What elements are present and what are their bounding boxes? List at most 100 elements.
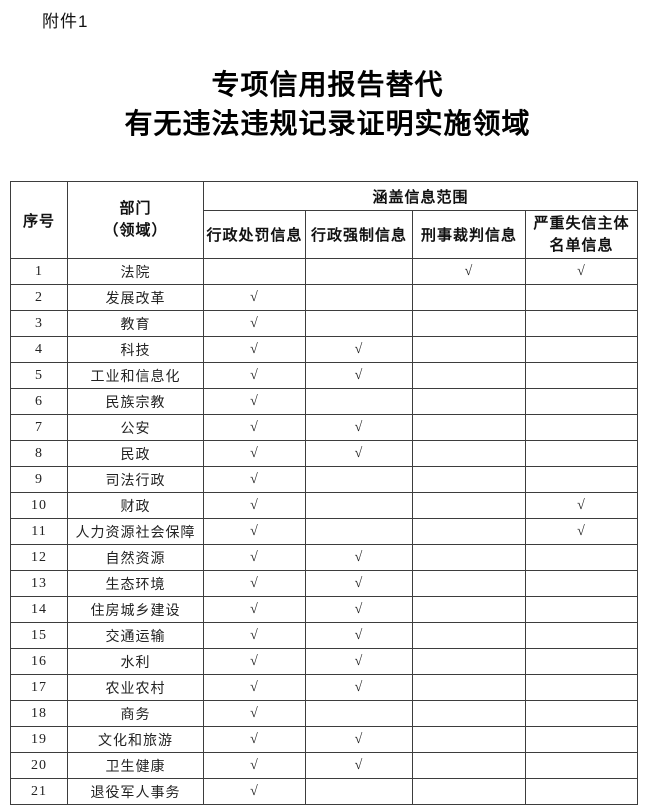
empty-cell bbox=[524, 544, 639, 571]
header-info-scope-group: 涵盖信息范围 bbox=[202, 181, 639, 211]
row-department: 科技 bbox=[67, 336, 204, 363]
row-index: 20 bbox=[10, 752, 68, 779]
empty-cell bbox=[412, 778, 526, 805]
table-row: 7 公安 √ √ bbox=[10, 414, 639, 441]
header-dishonest-subject-list-column: 严重失信主体 名单信息 bbox=[524, 210, 639, 259]
table-row: 5 工业和信息化 √ √ bbox=[10, 362, 639, 389]
empty-cell bbox=[524, 414, 639, 441]
checkmark-cell: √ bbox=[305, 336, 413, 363]
row-index: 4 bbox=[10, 336, 68, 363]
checkmark-cell: √ bbox=[203, 778, 306, 805]
empty-cell bbox=[412, 674, 526, 701]
empty-cell bbox=[412, 544, 526, 571]
checkmark-cell: √ bbox=[305, 674, 413, 701]
table-row: 4 科技 √ √ bbox=[10, 336, 639, 363]
empty-cell bbox=[305, 258, 413, 285]
empty-cell bbox=[412, 362, 526, 389]
empty-cell bbox=[412, 414, 526, 441]
checkmark-cell: √ bbox=[305, 648, 413, 675]
empty-cell bbox=[524, 440, 639, 467]
checkmark-cell: √ bbox=[203, 388, 306, 415]
checkmark-cell: √ bbox=[524, 492, 639, 519]
document-title: 专项信用报告替代 有无违法违规记录证明实施领域 bbox=[0, 66, 655, 144]
row-department: 教育 bbox=[67, 310, 204, 337]
row-index: 15 bbox=[10, 622, 68, 649]
table-row: 18 商务 √ bbox=[10, 700, 639, 727]
checkmark-cell: √ bbox=[305, 414, 413, 441]
empty-cell bbox=[524, 648, 639, 675]
checkmark-cell: √ bbox=[305, 440, 413, 467]
empty-cell bbox=[412, 622, 526, 649]
document-title-line2: 有无违法违规记录证明实施领域 bbox=[124, 109, 531, 140]
empty-cell bbox=[412, 284, 526, 311]
header-admin-enforcement-column: 行政强制信息 bbox=[305, 210, 413, 259]
table-row: 2 发展改革 √ bbox=[10, 284, 639, 311]
table-body: 1 法院 √ √ 2 发展改革 √ 3 教育 √ 4 科技 √ √ 5 工业和信息化 √ √ 6 民族宗教 √ 7 公安 √ √… bbox=[10, 258, 639, 805]
table-row: 21 退役军人事务 √ bbox=[10, 778, 639, 805]
checkmark-cell: √ bbox=[203, 492, 306, 519]
checkmark-cell: √ bbox=[203, 752, 306, 779]
checkmark-cell: √ bbox=[412, 258, 526, 285]
checkmark-cell: √ bbox=[203, 648, 306, 675]
row-index: 10 bbox=[10, 492, 68, 519]
checkmark-cell: √ bbox=[305, 362, 413, 389]
checkmark-cell: √ bbox=[305, 570, 413, 597]
checkmark-cell: √ bbox=[203, 440, 306, 467]
empty-cell bbox=[412, 440, 526, 467]
row-index: 17 bbox=[10, 674, 68, 701]
empty-cell bbox=[524, 622, 639, 649]
empty-cell bbox=[524, 466, 639, 493]
row-index: 9 bbox=[10, 466, 68, 493]
row-department: 卫生健康 bbox=[67, 752, 204, 779]
row-department: 退役军人事务 bbox=[67, 778, 204, 805]
header-department-column: 部门 （领域） bbox=[67, 181, 204, 259]
empty-cell bbox=[412, 648, 526, 675]
header-admin-penalty-column: 行政处罚信息 bbox=[203, 210, 306, 259]
table-row: 17 农业农村 √ √ bbox=[10, 674, 639, 701]
empty-cell bbox=[412, 726, 526, 753]
empty-cell bbox=[412, 466, 526, 493]
row-department: 工业和信息化 bbox=[67, 362, 204, 389]
row-index: 19 bbox=[10, 726, 68, 753]
empty-cell bbox=[305, 466, 413, 493]
empty-cell bbox=[305, 700, 413, 727]
empty-cell bbox=[305, 492, 413, 519]
empty-cell bbox=[524, 362, 639, 389]
row-department: 民政 bbox=[67, 440, 204, 467]
header-index-column: 序号 bbox=[10, 181, 68, 259]
row-index: 18 bbox=[10, 700, 68, 727]
row-department: 商务 bbox=[67, 700, 204, 727]
row-index: 11 bbox=[10, 518, 68, 545]
table-row: 9 司法行政 √ bbox=[10, 466, 639, 493]
row-department: 法院 bbox=[67, 258, 204, 285]
checkmark-cell: √ bbox=[203, 310, 306, 337]
empty-cell bbox=[524, 700, 639, 727]
row-index: 13 bbox=[10, 570, 68, 597]
empty-cell bbox=[305, 310, 413, 337]
row-department: 水利 bbox=[67, 648, 204, 675]
checkmark-cell: √ bbox=[305, 622, 413, 649]
row-index: 7 bbox=[10, 414, 68, 441]
row-index: 14 bbox=[10, 596, 68, 623]
attachment-label: 附件1 bbox=[42, 12, 89, 31]
checkmark-cell: √ bbox=[203, 362, 306, 389]
table-row: 11 人力资源社会保障 √ √ bbox=[10, 518, 639, 545]
table-row: 20 卫生健康 √ √ bbox=[10, 752, 639, 779]
empty-cell bbox=[524, 284, 639, 311]
checkmark-cell: √ bbox=[524, 258, 639, 285]
empty-cell bbox=[524, 778, 639, 805]
table-row: 15 交通运输 √ √ bbox=[10, 622, 639, 649]
empty-cell bbox=[412, 596, 526, 623]
table-row: 8 民政 √ √ bbox=[10, 440, 639, 467]
empty-cell bbox=[524, 336, 639, 363]
checkmark-cell: √ bbox=[305, 544, 413, 571]
row-department: 文化和旅游 bbox=[67, 726, 204, 753]
checkmark-cell: √ bbox=[524, 518, 639, 545]
checkmark-cell: √ bbox=[305, 752, 413, 779]
table-row: 12 自然资源 √ √ bbox=[10, 544, 639, 571]
empty-cell bbox=[524, 310, 639, 337]
empty-cell bbox=[412, 310, 526, 337]
row-department: 住房城乡建设 bbox=[67, 596, 204, 623]
checkmark-cell: √ bbox=[203, 284, 306, 311]
checkmark-cell: √ bbox=[203, 674, 306, 701]
